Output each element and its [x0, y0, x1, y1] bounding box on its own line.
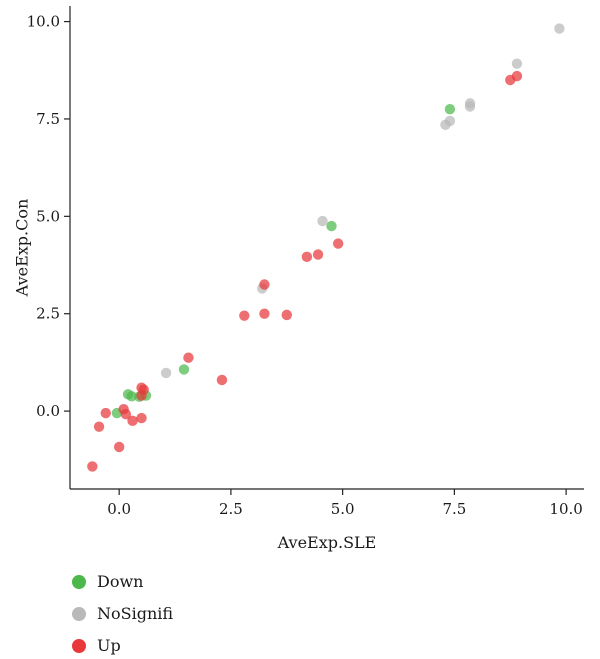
point-nosignifi [317, 215, 328, 227]
legend: Down NoSignifi Up [72, 572, 173, 655]
point-up [505, 74, 516, 86]
legend-label-nosignifi: NoSignifi [97, 604, 173, 623]
plot-area [87, 23, 565, 472]
point-up [100, 407, 111, 419]
legend-label-up: Up [97, 636, 121, 655]
y-tick-label: 0.0 [36, 402, 60, 420]
point-up [136, 412, 147, 424]
x-tick-label: 2.5 [219, 500, 243, 518]
point-nosignifi [464, 101, 476, 112]
point-up [332, 238, 344, 249]
point-down [326, 220, 337, 232]
legend-label-down: Down [97, 572, 143, 591]
point-nosignifi [511, 58, 523, 69]
point-up [312, 249, 324, 260]
point-up [87, 461, 98, 472]
point-up [281, 309, 292, 321]
point-up [113, 441, 125, 453]
x-axis-ticks: 0.0 2.5 5.0 7.5 10.0 [107, 489, 583, 518]
point-nosignifi [440, 119, 451, 131]
point-down [444, 104, 456, 115]
y-axis-ticks: 0.0 2.5 5.0 7.5 10.0 [27, 13, 70, 420]
point-down [178, 364, 190, 375]
point-down [126, 391, 137, 402]
point-up [183, 352, 194, 363]
point-up [259, 308, 270, 319]
point-up [120, 409, 132, 420]
legend-swatch-up [72, 639, 86, 653]
legend-swatch-nosignifi [72, 607, 86, 621]
point-up [93, 421, 105, 432]
y-tick-label: 2.5 [36, 305, 60, 323]
y-tick-label: 7.5 [36, 110, 60, 128]
x-axis-title: AveExp.SLE [277, 533, 377, 552]
x-tick-label: 10.0 [549, 500, 582, 518]
legend-swatch-down [72, 575, 86, 589]
point-nosignifi [554, 23, 565, 34]
point-up [239, 310, 250, 321]
y-axis-title: AveExp.Con [13, 199, 32, 298]
x-tick-label: 5.0 [331, 500, 355, 518]
point-nosignifi [160, 367, 172, 379]
point-up [136, 390, 147, 401]
x-tick-label: 7.5 [442, 500, 466, 518]
point-up [216, 374, 228, 386]
point-up [259, 279, 270, 290]
point-up [301, 251, 313, 263]
point-up [127, 415, 138, 427]
x-tick-label: 0.0 [107, 500, 131, 518]
y-tick-label: 10.0 [27, 13, 60, 31]
y-tick-label: 5.0 [36, 207, 60, 225]
